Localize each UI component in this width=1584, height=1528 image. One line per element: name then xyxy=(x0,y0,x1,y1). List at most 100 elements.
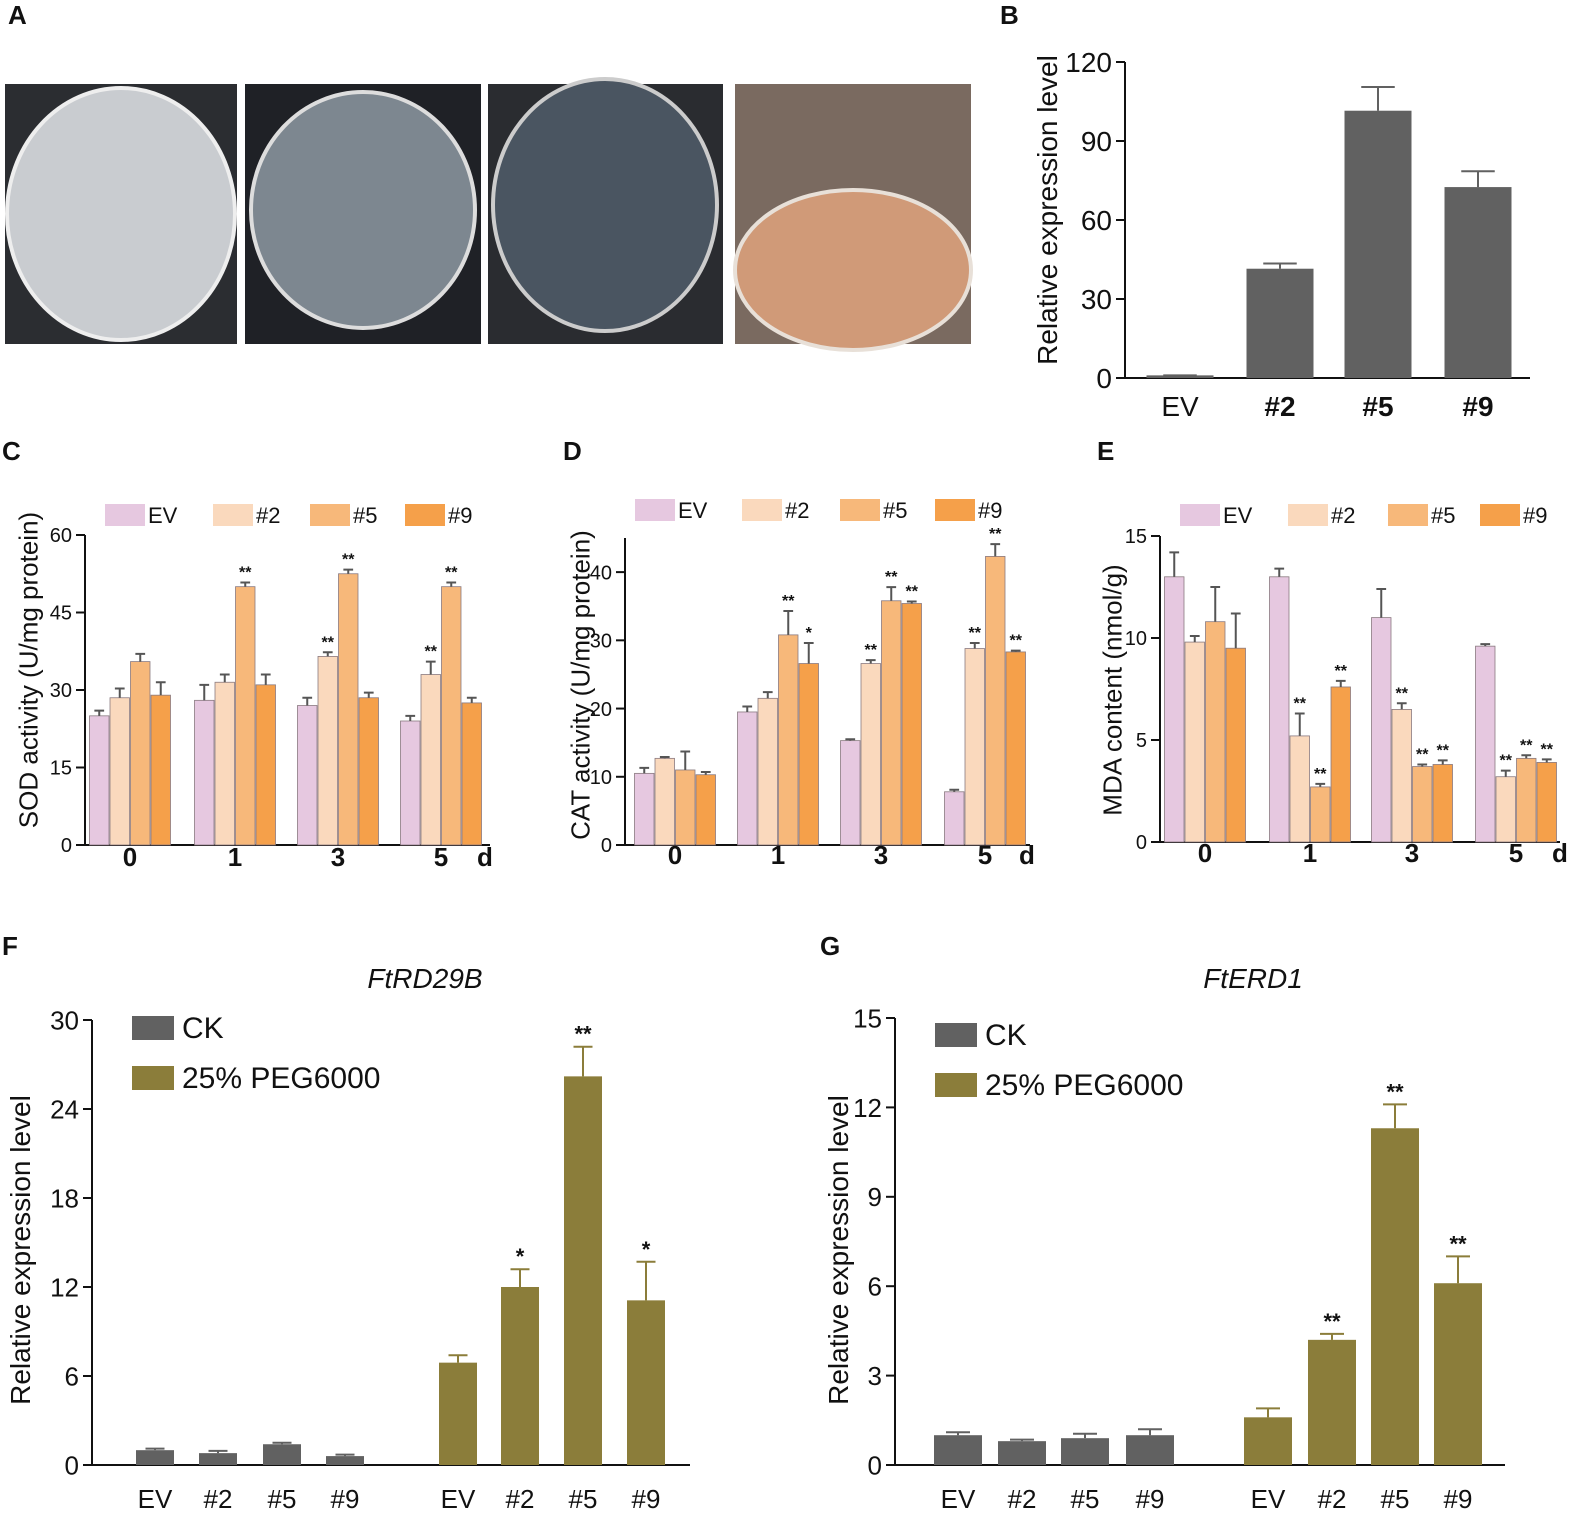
bar xyxy=(1225,647,1246,843)
x-tick-label: #5 xyxy=(1071,1484,1100,1514)
bar xyxy=(89,715,110,846)
bar xyxy=(881,600,902,846)
bar xyxy=(998,1441,1046,1465)
error-bar xyxy=(1169,551,1180,577)
bar xyxy=(1536,762,1557,843)
bar xyxy=(1269,576,1290,843)
bar xyxy=(944,791,965,846)
bar xyxy=(1244,1417,1292,1465)
bar xyxy=(564,1076,602,1465)
bar xyxy=(214,681,235,846)
bar xyxy=(109,697,130,846)
error-bar xyxy=(145,1447,165,1451)
significance-label: ** xyxy=(239,565,252,582)
legend-swatch xyxy=(935,1023,977,1047)
y-tick-label: 0 xyxy=(1096,363,1112,394)
legend-label: #2 xyxy=(1331,503,1355,528)
legend-swatch xyxy=(132,1016,174,1040)
error-bar xyxy=(335,1453,355,1457)
error-bar xyxy=(1189,634,1200,643)
error-bar xyxy=(425,660,436,675)
x-tick-label: #2 xyxy=(204,1484,233,1514)
bar xyxy=(985,556,1006,846)
x-unit-label: d xyxy=(477,842,493,872)
bar xyxy=(263,1444,301,1465)
legend-swatch xyxy=(405,504,445,526)
bar xyxy=(840,740,861,846)
bar xyxy=(326,1456,364,1465)
petri-dish xyxy=(249,90,477,330)
significance-label: ** xyxy=(1449,1231,1467,1256)
error-bar xyxy=(1376,588,1387,618)
x-tick-label: #9 xyxy=(632,1484,661,1514)
error-bar xyxy=(949,788,960,792)
bar xyxy=(1310,786,1331,843)
bar xyxy=(1184,641,1205,843)
legend-swatch xyxy=(310,504,350,526)
bar xyxy=(695,774,716,846)
x-tick-label: #9 xyxy=(1444,1484,1473,1514)
x-unit-label: d xyxy=(1019,840,1035,870)
petri-dish xyxy=(491,77,719,333)
legend-swatch xyxy=(1480,504,1520,526)
bar xyxy=(1126,1435,1174,1465)
significance-label: ** xyxy=(1335,663,1348,680)
bar xyxy=(964,648,985,846)
bar xyxy=(1344,110,1412,378)
y-tick-label: 10 xyxy=(590,767,612,789)
panel-label: D xyxy=(563,436,582,466)
bar xyxy=(317,656,338,846)
photos xyxy=(5,77,973,352)
legend-label: CK xyxy=(985,1019,1027,1052)
significance-label: * xyxy=(642,1237,651,1262)
bar xyxy=(1005,651,1026,846)
bar xyxy=(1412,766,1433,843)
significance-label: ** xyxy=(1416,746,1429,763)
x-tick-label: EV xyxy=(1251,1484,1286,1514)
error-bar xyxy=(865,659,876,664)
legend-swatch xyxy=(935,499,975,521)
x-tick-label: EV xyxy=(138,1484,173,1514)
legend-swatch xyxy=(1180,504,1220,526)
x-tick-label: #5 xyxy=(1381,1484,1410,1514)
bar xyxy=(150,694,171,846)
bar xyxy=(1475,645,1496,843)
significance-label: ** xyxy=(1437,742,1450,759)
x-unit-label: d xyxy=(1552,838,1568,868)
bar xyxy=(757,697,778,846)
bar xyxy=(627,1300,665,1465)
y-tick-label: 10 xyxy=(1125,628,1147,650)
y-tick-label: 30 xyxy=(50,1005,79,1035)
error-bar xyxy=(639,766,650,774)
bar xyxy=(1516,757,1537,843)
error-bar xyxy=(1335,679,1346,687)
significance-label: ** xyxy=(1294,695,1307,712)
y-axis-label: Relative expression level xyxy=(1032,55,1063,365)
significance-label: ** xyxy=(425,644,438,661)
bar xyxy=(1432,764,1453,843)
error-bar xyxy=(1256,1407,1280,1418)
error-bar xyxy=(272,1441,292,1445)
bar xyxy=(1371,1128,1419,1465)
bar xyxy=(1391,709,1412,843)
error-bar xyxy=(1073,1432,1097,1439)
error-bar xyxy=(363,691,374,698)
y-tick-label: 90 xyxy=(1081,126,1112,157)
y-tick-label: 15 xyxy=(1125,526,1147,548)
panel-label: A xyxy=(8,0,27,30)
y-tick-label: 24 xyxy=(50,1094,79,1124)
significance-label: ** xyxy=(989,526,1002,543)
error-bar xyxy=(845,738,856,741)
significance-label: ** xyxy=(1323,1309,1341,1334)
panel-label: C xyxy=(2,436,21,466)
legend-swatch xyxy=(635,499,675,521)
error-bar xyxy=(510,1268,530,1287)
error-bar xyxy=(260,673,271,685)
bar xyxy=(798,663,819,846)
error-bar xyxy=(322,651,333,657)
legend-label: #9 xyxy=(448,503,472,528)
error-bar xyxy=(135,652,146,662)
y-tick-label: 12 xyxy=(50,1272,79,1302)
significance-label: ** xyxy=(969,625,982,642)
